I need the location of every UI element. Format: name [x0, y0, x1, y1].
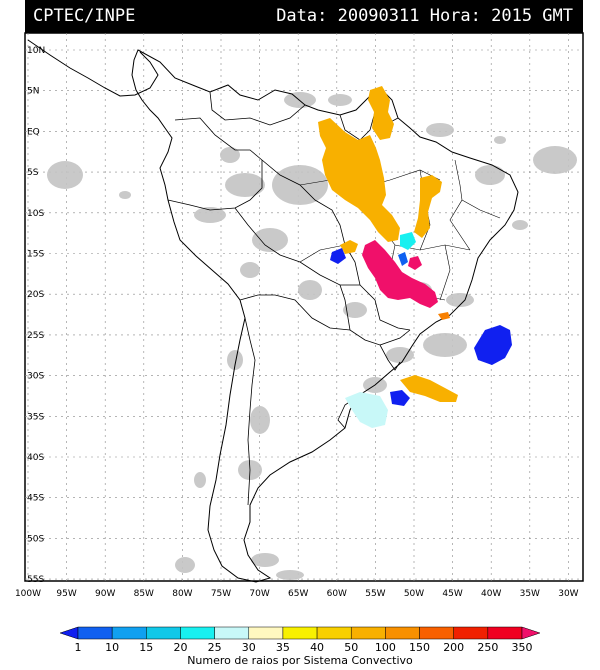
colorbar-swatch	[316, 626, 352, 640]
storm-cluster-central-brazil-pink	[362, 240, 438, 308]
lat-label: 30S	[27, 372, 44, 382]
colorbar-swatch	[248, 626, 284, 640]
map-frame	[24, 32, 584, 582]
lon-label: 35W	[520, 589, 540, 599]
colorbar-swatch	[77, 626, 113, 640]
colorbar-swatch	[282, 626, 318, 640]
lat-label: 15S	[27, 250, 44, 260]
lon-label: 65W	[288, 589, 308, 599]
colorbar-swatch	[111, 626, 147, 640]
colorbar-swatch	[350, 626, 386, 640]
colorbar-tick-label: 30	[241, 641, 256, 654]
colorbar-swatch	[180, 626, 215, 640]
colorbar-swatch	[453, 626, 489, 640]
colorbar-tick-label: 150	[409, 641, 431, 654]
colorbar-tick-label: 250	[477, 641, 499, 654]
lon-label: 85W	[134, 589, 154, 599]
colorbar-tick-label: 35	[275, 641, 290, 654]
storm-cluster-uruguay-cyan	[345, 392, 388, 428]
lat-label: 5N	[27, 87, 39, 97]
colorbar-tick-label: 200	[443, 641, 465, 654]
storm-cluster-atlantic-blue	[474, 325, 512, 365]
country-borders	[167, 91, 411, 506]
lon-label: 50W	[404, 589, 424, 599]
lat-label: 20S	[27, 290, 44, 300]
lat-label: EQ	[27, 127, 40, 137]
colorbar-tick-label: 1	[74, 641, 82, 654]
storm-cluster-amazon-orange	[318, 118, 400, 242]
colorbar-tick-label: 10	[105, 641, 120, 654]
colorbar-tick-label: 50	[344, 641, 359, 654]
colorbar-swatch	[385, 626, 420, 640]
colorbar-swatch	[521, 626, 541, 640]
colorbar-swatch	[146, 626, 181, 640]
lat-label: 35S	[27, 412, 44, 422]
lon-label: 60W	[327, 589, 347, 599]
lat-label: 25S	[27, 331, 44, 341]
latitude-labels: 10N 5N EQ 5S 10S 15S 20S 25S 30S 35S 40S 45S 50S 55S	[27, 46, 45, 585]
colorbar-swatch	[419, 626, 454, 640]
datetime-label: Data: 20090311 Hora: 2015 GMT	[276, 6, 573, 26]
lat-label: 5S	[27, 168, 39, 178]
lon-label: 55W	[365, 589, 385, 599]
colorbar-tick-label: 350	[511, 641, 533, 654]
lat-label: 55S	[27, 575, 44, 585]
lon-label: 100W	[15, 589, 41, 599]
colorbar-tick-label: 25	[207, 641, 222, 654]
lat-label: 10S	[27, 209, 44, 219]
longitude-labels: 100W 95W 90W 85W 80W 75W 70W 65W 60W 55W 50W 45W 40W…	[15, 589, 579, 599]
colorbar-tick-label: 20	[173, 641, 188, 654]
colorbar-title: Numero de raios por Sistema Convectivo	[187, 654, 413, 667]
colorbar	[59, 626, 541, 640]
lon-label: 45W	[442, 589, 462, 599]
colorbar-tick-label: 15	[139, 641, 154, 654]
colorbar-swatch	[59, 626, 79, 640]
colorbar-swatch	[214, 626, 250, 640]
colorbar-tick-label: 100	[374, 641, 396, 654]
cloud-cover	[47, 92, 577, 580]
colorbar-tick-label: 40	[310, 641, 325, 654]
source-label: CPTEC/INPE	[33, 6, 136, 26]
lon-label: 40W	[481, 589, 501, 599]
lon-label: 80W	[172, 589, 192, 599]
lon-label: 70W	[249, 589, 269, 599]
colorbar-swatch	[487, 626, 523, 640]
storm-cluster-south-atlantic-orange	[400, 375, 458, 402]
lat-label: 45S	[27, 494, 44, 504]
lon-label: 95W	[56, 589, 76, 599]
lat-label: 40S	[27, 453, 44, 463]
convective-systems	[318, 86, 512, 428]
lon-label: 90W	[95, 589, 115, 599]
coastline-central-america	[27, 39, 159, 97]
lat-label: 10N	[27, 46, 45, 56]
lon-label: 30W	[558, 589, 578, 599]
lon-label: 75W	[211, 589, 231, 599]
header-bar: CPTEC/INPE Data: 20090311 Hora: 2015 GMT	[25, 0, 583, 33]
lat-label: 50S	[27, 534, 44, 544]
